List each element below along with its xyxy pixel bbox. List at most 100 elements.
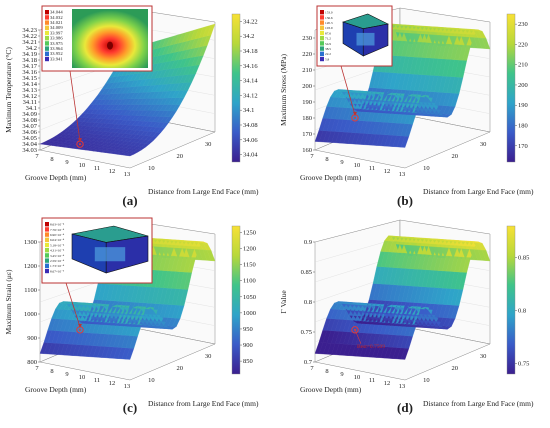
x-tick-label: 7 xyxy=(310,153,314,160)
colorbar-gradient xyxy=(231,13,241,163)
inset-color-legend: 8.63×10⁻⁴7.76×10⁻⁴6.90×10⁻⁴6.04×10⁻⁴5.18… xyxy=(45,222,65,273)
z-tick-label: 0.75 xyxy=(301,329,312,336)
part-side-face xyxy=(362,23,389,57)
z-tick-label: 220 xyxy=(302,51,312,58)
z-tick-label: 34.04 xyxy=(22,141,37,148)
optimum-point xyxy=(79,328,81,331)
colorbar-tick-label: 34.1 xyxy=(243,107,254,114)
colorbar-tick-label: 34.2 xyxy=(243,33,254,40)
legend-swatch xyxy=(45,232,49,237)
inset-leader-line xyxy=(340,65,356,115)
x-tick-label: 11 xyxy=(369,377,375,384)
z-tick-label: 190 xyxy=(302,99,312,106)
legend-value: 120.3 xyxy=(325,21,333,25)
chart-panel-3: 800 900 1000 1100 1200 1300 Maximum Strain (με… xyxy=(4,217,259,415)
y-tick-label: 10 xyxy=(148,377,155,384)
z-tick-label: 34.09 xyxy=(22,111,37,118)
y-tick-label: 20 xyxy=(177,365,184,372)
legend-value: 87.6 xyxy=(325,31,331,35)
colorbar-tick-label: 1200 xyxy=(243,246,256,253)
legend-swatch xyxy=(320,41,324,46)
z-axis-title: Maximum Stress (MPa) xyxy=(279,53,288,126)
legend-value: 5.18×10⁻⁴ xyxy=(50,243,65,247)
legend-swatch xyxy=(45,268,49,274)
chart-panel-2: 160 170 180 190 200 210 220 230 Maximum Stress (… xyxy=(279,5,534,208)
x-tick-label: 7 xyxy=(35,365,39,372)
surface-facet xyxy=(206,23,216,37)
legend-swatch xyxy=(320,51,324,56)
legend-swatch xyxy=(45,10,49,15)
legend-value: 33.997 xyxy=(50,30,63,35)
z-tick-label: 34.2 xyxy=(26,45,37,52)
legend-swatch xyxy=(45,248,49,253)
z-tick-label: 34.03 xyxy=(22,147,37,154)
legend-value: 7.76×10⁻⁴ xyxy=(50,228,65,232)
legend-value: 33.952 xyxy=(50,51,63,56)
x-tick-label: 10 xyxy=(354,162,361,169)
y-tick-label: 20 xyxy=(452,365,459,372)
z-tick-label: 34.21 xyxy=(22,39,37,46)
x-tick-label: 9 xyxy=(65,159,68,166)
legend-swatch xyxy=(45,30,49,36)
x-tick-label: 8 xyxy=(325,156,328,163)
x-axis: 7 8 9 10 11 12 13 Groove Depth (mm) xyxy=(25,153,130,182)
z-tick-label: 34.07 xyxy=(22,123,37,130)
legend-value: 103.9 xyxy=(325,26,333,30)
x-axis-title: Groove Depth (mm) xyxy=(25,385,87,394)
z-tick-label: 800 xyxy=(27,359,37,366)
part-side-face xyxy=(105,235,149,274)
legend-value: 33.986 xyxy=(50,36,63,41)
z-tick-label: 34.08 xyxy=(22,117,37,124)
legend-value: 1.73×10⁻⁴ xyxy=(50,264,65,268)
legend-value: 34.009 xyxy=(50,25,63,30)
colorbar-tick-label: 0.85 xyxy=(518,255,529,262)
x-axis-title: Groove Depth (mm) xyxy=(25,173,87,182)
z-axis: 800 900 1000 1100 1200 1300 Maximum Strain (με… xyxy=(4,239,40,366)
x-tick-label: 9 xyxy=(340,371,343,378)
leader-arrowhead xyxy=(78,138,82,143)
x-tick-label: 13 xyxy=(124,171,131,178)
legend-swatch xyxy=(45,51,49,56)
legend-value: 22.2 xyxy=(325,52,331,56)
colorbar-tick-label: 0.75 xyxy=(518,360,529,367)
legend-value: 3.45×10⁻⁴ xyxy=(50,254,65,258)
legend-value: 153.0 xyxy=(325,11,333,15)
inset-leader-line xyxy=(65,282,81,327)
x-axis-title: Groove Depth (mm) xyxy=(300,173,362,182)
z-tick-label: 34.23 xyxy=(22,27,37,34)
legend-value: 71.2 xyxy=(325,37,331,41)
hotspot xyxy=(107,41,113,50)
colorbar: 1250 1200 1150 1100 1050 1000 950 900 850 xyxy=(231,225,256,375)
legend-swatch xyxy=(320,20,324,25)
z-tick-label: 34.13 xyxy=(22,87,37,94)
colorbar-tick-label: 0.8 xyxy=(518,308,526,315)
legend-value: 6.90×10⁻⁴ xyxy=(50,233,65,237)
inset-color-legend: 34.04434.03234.02134.00933.99733.98633.9… xyxy=(45,10,63,62)
x-tick-label: 11 xyxy=(369,165,375,172)
z-tick-label: 1100 xyxy=(24,287,37,294)
surface-facet xyxy=(481,38,491,50)
x-tick-label: 8 xyxy=(325,368,328,375)
chart-panel-4: 0.7 0.75 0.8 0.85 0.9 Γ Value 7 8 9 10 11 12 13 Groov… xyxy=(279,219,534,415)
legend-swatch xyxy=(45,56,49,62)
x-tick-label: 8 xyxy=(50,368,53,375)
simulation-inset: 8.63×10⁻⁴7.76×10⁻⁴6.90×10⁻⁴6.04×10⁻⁴5.18… xyxy=(41,217,153,284)
panel-label: (b) xyxy=(397,193,413,208)
z-tick-label: 210 xyxy=(302,67,312,74)
z-tick-label: 230 xyxy=(302,35,312,42)
surface-facet xyxy=(481,250,491,262)
x-tick-label: 13 xyxy=(399,171,406,178)
legend-value: 34.032 xyxy=(50,15,63,20)
legend-swatch xyxy=(45,263,49,268)
legend-swatch xyxy=(45,41,49,46)
z-tick-label: 1000 xyxy=(24,311,37,318)
colorbar-tick-label: 34.12 xyxy=(243,92,258,99)
colorbar-tick-label: 190 xyxy=(518,102,528,109)
y-tick-label: 10 xyxy=(423,377,430,384)
part-cavity xyxy=(94,247,126,262)
legend-value: 8.67×10⁻⁵ xyxy=(50,269,65,273)
legend-value: 34.044 xyxy=(50,10,63,15)
x-tick-label: 7 xyxy=(310,365,314,372)
z-axis: 34.0334.0434.0534.0634.0734.0834.0934.13… xyxy=(4,27,40,154)
